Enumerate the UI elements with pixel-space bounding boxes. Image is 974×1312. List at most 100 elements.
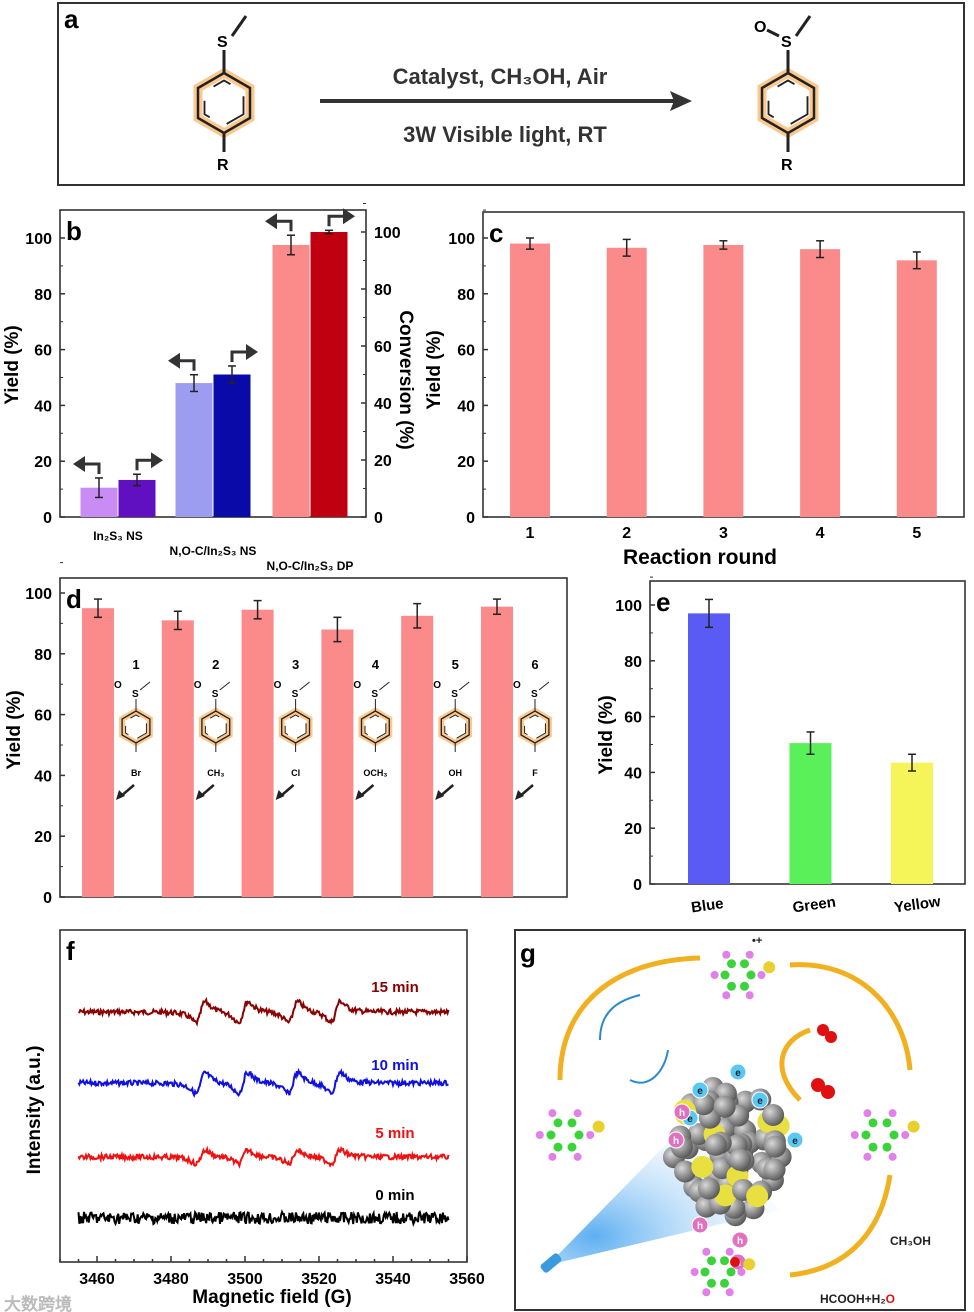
yield-bar	[510, 243, 550, 517]
substrate-number: 1	[132, 657, 139, 672]
bond	[219, 681, 231, 691]
x-tick-label: 3	[719, 525, 728, 542]
axis-pointer-arrow-icon	[327, 214, 343, 227]
electron-icon	[751, 1091, 769, 1109]
carbon-atom	[567, 1118, 577, 1128]
yield-bar	[401, 615, 434, 897]
substituent-label: CH₃	[207, 768, 224, 778]
atom-sphere	[687, 1123, 710, 1146]
reagent-label: CH₃OH	[890, 1234, 931, 1248]
yield-bar	[688, 613, 730, 884]
bond	[766, 28, 780, 38]
y-tick-label: 60	[457, 343, 475, 360]
sulfur-atom	[592, 1120, 605, 1133]
oxygen-atom: O	[353, 680, 361, 691]
hydrogen-atom	[737, 1268, 746, 1276]
hydrogen-atom	[535, 1131, 544, 1139]
yield-bar	[161, 620, 194, 897]
yield-bar	[481, 606, 513, 897]
panel-a-frame	[57, 2, 965, 186]
y-tick-label: 80	[624, 654, 642, 671]
atom-sphere	[746, 1185, 769, 1208]
y-axis-label: Yield (%)	[424, 330, 445, 410]
carbon-atom	[726, 1267, 736, 1277]
yield-bar	[321, 629, 354, 897]
hydrogen-atom	[702, 1247, 711, 1256]
x-tick-label: Yellow	[893, 893, 942, 916]
watermark: 大数跨境	[4, 1294, 72, 1312]
x-tick-label: 3520	[301, 1271, 337, 1288]
carbon-atom	[546, 1130, 556, 1140]
x-axis-label: Reaction round	[623, 546, 777, 569]
oxygen-atom: O	[194, 680, 202, 691]
y-tick-label: 20	[34, 454, 52, 471]
axis-pointer-arrow-icon	[135, 458, 151, 471]
hole-icon	[731, 1231, 749, 1249]
y-tick-label: 0	[374, 510, 383, 527]
ring-glow	[198, 707, 233, 747]
x-axis-label: Magnetic field (G)	[192, 1287, 351, 1308]
hydrogen-atom	[888, 1109, 897, 1118]
y-tick-label: 80	[457, 287, 475, 304]
hydrogen-atom	[710, 971, 719, 979]
molecule-model	[850, 1109, 920, 1161]
substrate-number: 5	[452, 657, 459, 672]
substrate-number: 3	[292, 657, 299, 672]
axis-pointer-arrow-icon	[230, 350, 246, 362]
carbon-atom	[553, 1118, 563, 1128]
catalyst-particle: eeeeehhhhh	[662, 1063, 804, 1271]
hydrogen-atom	[722, 991, 731, 1000]
carbon-atom	[720, 970, 730, 980]
carbon-atom	[746, 970, 756, 980]
epr-trace-10-min	[77, 1067, 449, 1099]
y-tick-label: 60	[34, 343, 52, 360]
hydrogen-atom	[725, 1288, 734, 1297]
hydrogen-atom	[548, 1109, 557, 1118]
carbon-atom	[861, 1130, 871, 1140]
carbon-atom	[553, 1142, 563, 1152]
ring-glow	[193, 67, 255, 139]
bond	[538, 681, 550, 691]
atom-sphere	[729, 1148, 752, 1171]
electron-icon	[691, 1081, 709, 1099]
ring-bonds	[203, 79, 245, 127]
substrate-molecule-6: 6OS F	[513, 657, 552, 800]
y-tick-label: 80	[34, 647, 52, 664]
light-source-icon	[540, 1253, 562, 1273]
yield-bar	[891, 762, 933, 884]
y-axis-label: Yield (%)	[596, 695, 617, 775]
y-tick-label: 100	[615, 598, 642, 615]
ring-glow	[438, 707, 473, 747]
sulfur-atom: S	[132, 689, 139, 700]
atom-sphere	[691, 1155, 714, 1178]
carbon-atom	[889, 1130, 899, 1140]
hole-label: h	[679, 1108, 685, 1119]
atom-sphere	[762, 1103, 785, 1126]
epr-trace-15-min	[78, 996, 450, 1027]
molecule-model	[710, 950, 776, 1000]
y-tick-label: 60	[34, 708, 52, 725]
byproduct-text: HCOOH+H₂	[820, 1292, 886, 1306]
hydrogen-atom	[901, 1131, 910, 1139]
epr-trace-0-min	[77, 1209, 450, 1228]
y-axis-label: Intensity (a.u.)	[24, 1046, 45, 1175]
panel-label-c: c	[489, 218, 503, 248]
y-tick-label: 20	[457, 454, 475, 471]
byproduct-oxygen: O	[886, 1292, 895, 1306]
arrow-head-icon	[116, 790, 125, 800]
electron-label: e	[792, 1136, 798, 1147]
sulfur-atom: S	[217, 34, 228, 51]
carbon-atom	[740, 981, 749, 991]
panel-g: eeeeehhhhh g CH₃OH HCOOH+H₂O •+	[514, 929, 966, 1311]
y-tick-label: 20	[374, 453, 392, 470]
oxygen-atom: O	[754, 19, 766, 36]
carbon-atom	[868, 1118, 878, 1128]
atom-sphere	[763, 1158, 786, 1181]
panel-label-a: a	[64, 4, 79, 34]
y-axis-label: Yield (%)	[2, 325, 23, 405]
x-tick-label: Green	[792, 894, 837, 917]
substrate-molecule-4: 4OS OCH₃	[353, 657, 393, 800]
cycle-arrow-3	[789, 1174, 893, 1278]
hydrogen-atom	[863, 1109, 872, 1118]
